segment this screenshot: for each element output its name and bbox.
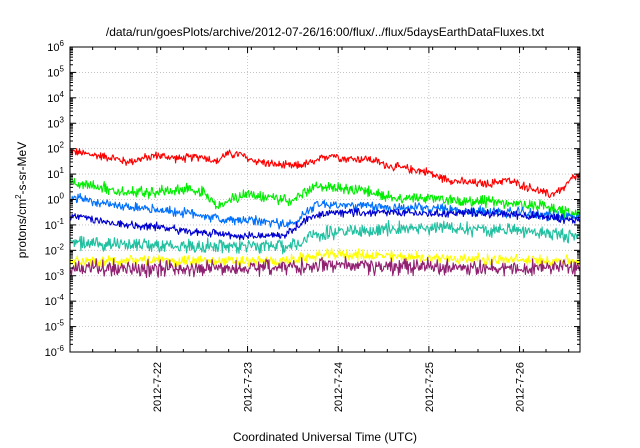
y-tick-label: 100 <box>47 192 64 207</box>
series-line <box>69 148 581 199</box>
x-tick-label: 2012-7-22 <box>152 362 164 412</box>
y-axis-label: protons/cm2-s-sr-MeV <box>14 142 29 258</box>
x-tick-label: 2012-7-24 <box>333 362 345 412</box>
series-line <box>69 247 581 268</box>
y-axis-ticks: 10-6 10-5 10-4 10-3 10-2 10-1 100 101 102 103 104 1… <box>45 39 580 359</box>
y-tick-label: 10-1 <box>45 217 65 232</box>
x-axis-label: Coordinated Universal Time (UTC) <box>233 430 417 444</box>
y-tick-label: 10-2 <box>45 242 65 257</box>
series-layer <box>69 148 581 279</box>
series-line <box>69 176 581 219</box>
y-tick-label: 105 <box>47 64 64 79</box>
y-tick-label: 104 <box>47 90 64 105</box>
y-tick-label: 102 <box>47 141 64 156</box>
y-tick-label: 10-4 <box>45 293 65 308</box>
y-tick-label: 10-5 <box>45 319 65 334</box>
x-tick-label: 2012-7-25 <box>424 362 436 412</box>
chart-title: /data/run/goesPlots/archive/2012-07-26/1… <box>106 25 545 39</box>
series-line <box>69 219 581 255</box>
y-tick-label: 10-6 <box>45 344 65 359</box>
y-tick-label: 106 <box>47 39 64 54</box>
x-tick-label: 2012-7-23 <box>243 362 255 412</box>
grid-lines <box>70 47 580 352</box>
x-axis-ticks: 2012-7-22 2012-7-23 2012-7-24 2012-7-25 2012… <box>69 47 570 412</box>
y-tick-label: 101 <box>47 166 64 181</box>
y-tick-label: 10-3 <box>45 268 65 283</box>
y-tick-label: 103 <box>47 115 64 130</box>
series-line <box>69 207 581 241</box>
series-line <box>69 256 581 279</box>
x-tick-label: 2012-7-26 <box>515 362 527 412</box>
